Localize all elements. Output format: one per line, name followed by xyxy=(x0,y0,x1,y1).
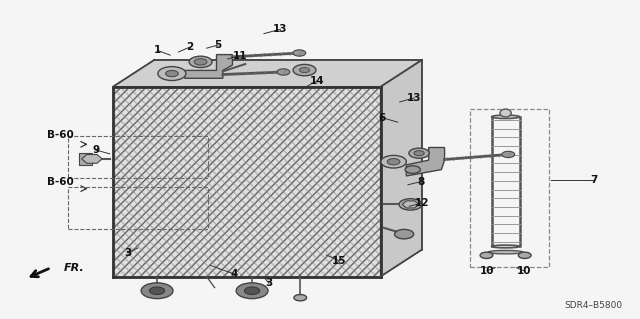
Circle shape xyxy=(244,287,260,294)
Polygon shape xyxy=(381,60,422,277)
Text: 2: 2 xyxy=(186,42,193,52)
Text: SDR4–B5800: SDR4–B5800 xyxy=(564,301,623,310)
Text: FR.: FR. xyxy=(64,263,84,273)
Text: 11: 11 xyxy=(233,51,248,61)
Text: 10: 10 xyxy=(516,266,531,276)
Text: 14: 14 xyxy=(310,76,324,86)
Text: 3: 3 xyxy=(124,248,131,258)
Ellipse shape xyxy=(500,109,511,117)
Text: 15: 15 xyxy=(332,256,346,266)
Ellipse shape xyxy=(492,115,520,119)
Circle shape xyxy=(518,252,531,258)
Text: 10: 10 xyxy=(480,266,494,276)
Circle shape xyxy=(405,166,420,174)
Polygon shape xyxy=(82,154,102,163)
Polygon shape xyxy=(113,87,381,277)
Text: 7: 7 xyxy=(590,175,598,185)
Circle shape xyxy=(387,159,400,165)
Ellipse shape xyxy=(492,245,520,248)
Circle shape xyxy=(399,199,422,210)
Polygon shape xyxy=(113,60,422,87)
Circle shape xyxy=(158,67,186,80)
Text: 8: 8 xyxy=(417,177,424,187)
Text: 4: 4 xyxy=(230,269,237,279)
Circle shape xyxy=(414,151,424,156)
Text: 9: 9 xyxy=(92,145,99,155)
Circle shape xyxy=(480,252,493,258)
Text: 12: 12 xyxy=(415,198,429,208)
Circle shape xyxy=(277,69,290,75)
Bar xyxy=(68,187,209,229)
Circle shape xyxy=(293,64,316,76)
Circle shape xyxy=(236,283,268,299)
Circle shape xyxy=(166,70,179,77)
Circle shape xyxy=(141,283,173,299)
Text: 13: 13 xyxy=(273,24,288,34)
Circle shape xyxy=(502,151,515,158)
Polygon shape xyxy=(402,201,419,208)
Circle shape xyxy=(300,68,310,73)
Ellipse shape xyxy=(488,250,523,254)
Circle shape xyxy=(409,148,429,158)
Polygon shape xyxy=(406,147,445,176)
Circle shape xyxy=(149,287,164,294)
Text: 13: 13 xyxy=(407,93,422,103)
Text: 5: 5 xyxy=(214,40,221,50)
Polygon shape xyxy=(185,55,232,78)
Circle shape xyxy=(381,155,406,168)
Text: B-60: B-60 xyxy=(47,177,74,187)
Circle shape xyxy=(293,50,306,56)
Circle shape xyxy=(394,229,413,239)
Circle shape xyxy=(194,59,207,65)
Circle shape xyxy=(189,56,212,68)
Bar xyxy=(470,109,549,267)
Text: 1: 1 xyxy=(154,45,161,56)
Text: B-60: B-60 xyxy=(47,130,74,140)
Circle shape xyxy=(294,294,307,301)
Bar xyxy=(68,136,209,178)
Text: 6: 6 xyxy=(379,113,386,123)
Text: 3: 3 xyxy=(266,278,273,288)
Bar xyxy=(79,153,92,165)
